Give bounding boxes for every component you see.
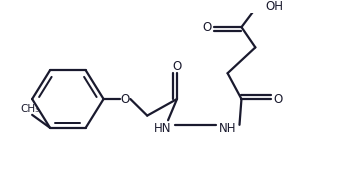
Text: OH: OH xyxy=(265,0,283,13)
Text: O: O xyxy=(202,21,211,34)
Text: NH: NH xyxy=(219,122,236,135)
Text: O: O xyxy=(121,92,130,105)
Text: CH₃: CH₃ xyxy=(21,104,40,114)
Text: O: O xyxy=(274,92,283,105)
Text: HN: HN xyxy=(154,122,172,135)
Text: O: O xyxy=(172,60,182,73)
